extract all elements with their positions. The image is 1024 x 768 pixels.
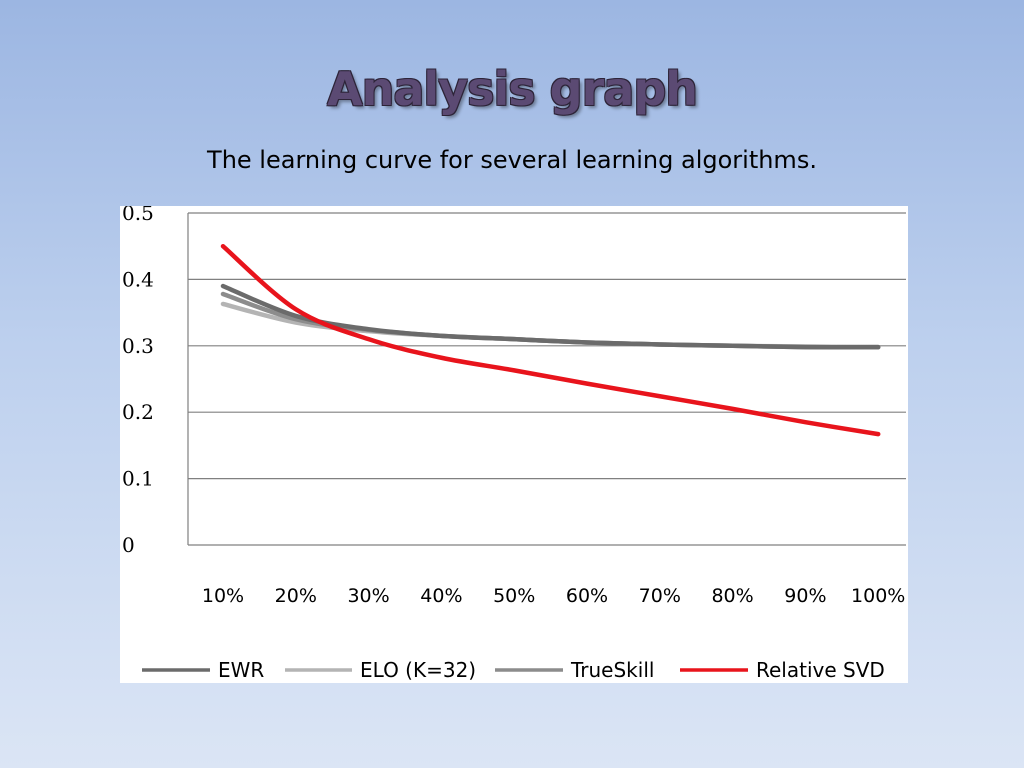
legend-label-relative-svd: Relative SVD (756, 658, 885, 682)
x-tick-label: 30% (347, 585, 389, 607)
slide-title: Analysis graph (326, 62, 698, 116)
legend: EWR ELO (K=32) TrueSkill Relative SVD (142, 658, 885, 682)
y-tick-label: 0.1 (122, 467, 154, 491)
x-axis-ticks: 10% 20% 30% 40% 50% 60% 70% 80% 90% 100% (202, 585, 905, 607)
x-tick-label: 60% (566, 585, 608, 607)
x-tick-label: 100% (851, 585, 905, 607)
x-tick-label: 90% (784, 585, 826, 607)
y-tick-label: 0.2 (122, 400, 154, 424)
x-tick-label: 80% (711, 585, 753, 607)
y-tick-label: 0.4 (122, 267, 154, 291)
series-line-relative-svd (220, 243, 881, 437)
legend-label-ewr: EWR (218, 658, 264, 682)
series-layer (220, 243, 881, 437)
x-tick-label: 40% (420, 585, 462, 607)
line-chart: 0 0.1 0.2 0.3 0.4 0.5 10% 20% 30% 40% 50% 60% 70% 80… (122, 206, 906, 682)
legend-label-elo-k-32: ELO (K=32) (360, 658, 476, 682)
legend-label-trueskill: TrueSkill (570, 658, 654, 682)
y-axis-ticks: 0 0.1 0.2 0.3 0.4 0.5 (122, 206, 154, 557)
series-line-ewr (220, 283, 881, 350)
chart-area: 0 0.1 0.2 0.3 0.4 0.5 10% 20% 30% 40% 50% 60% 70% 80… (120, 206, 908, 683)
grid-layer (187, 212, 906, 546)
y-tick-label: 0.5 (122, 206, 154, 225)
x-tick-label: 10% (202, 585, 244, 607)
y-tick-label: 0.3 (122, 334, 154, 358)
x-tick-label: 20% (275, 585, 317, 607)
slide-subtitle: The learning curve for several learning … (207, 146, 817, 174)
x-tick-label: 50% (493, 585, 535, 607)
x-tick-label: 70% (639, 585, 681, 607)
y-tick-label: 0 (122, 533, 135, 557)
